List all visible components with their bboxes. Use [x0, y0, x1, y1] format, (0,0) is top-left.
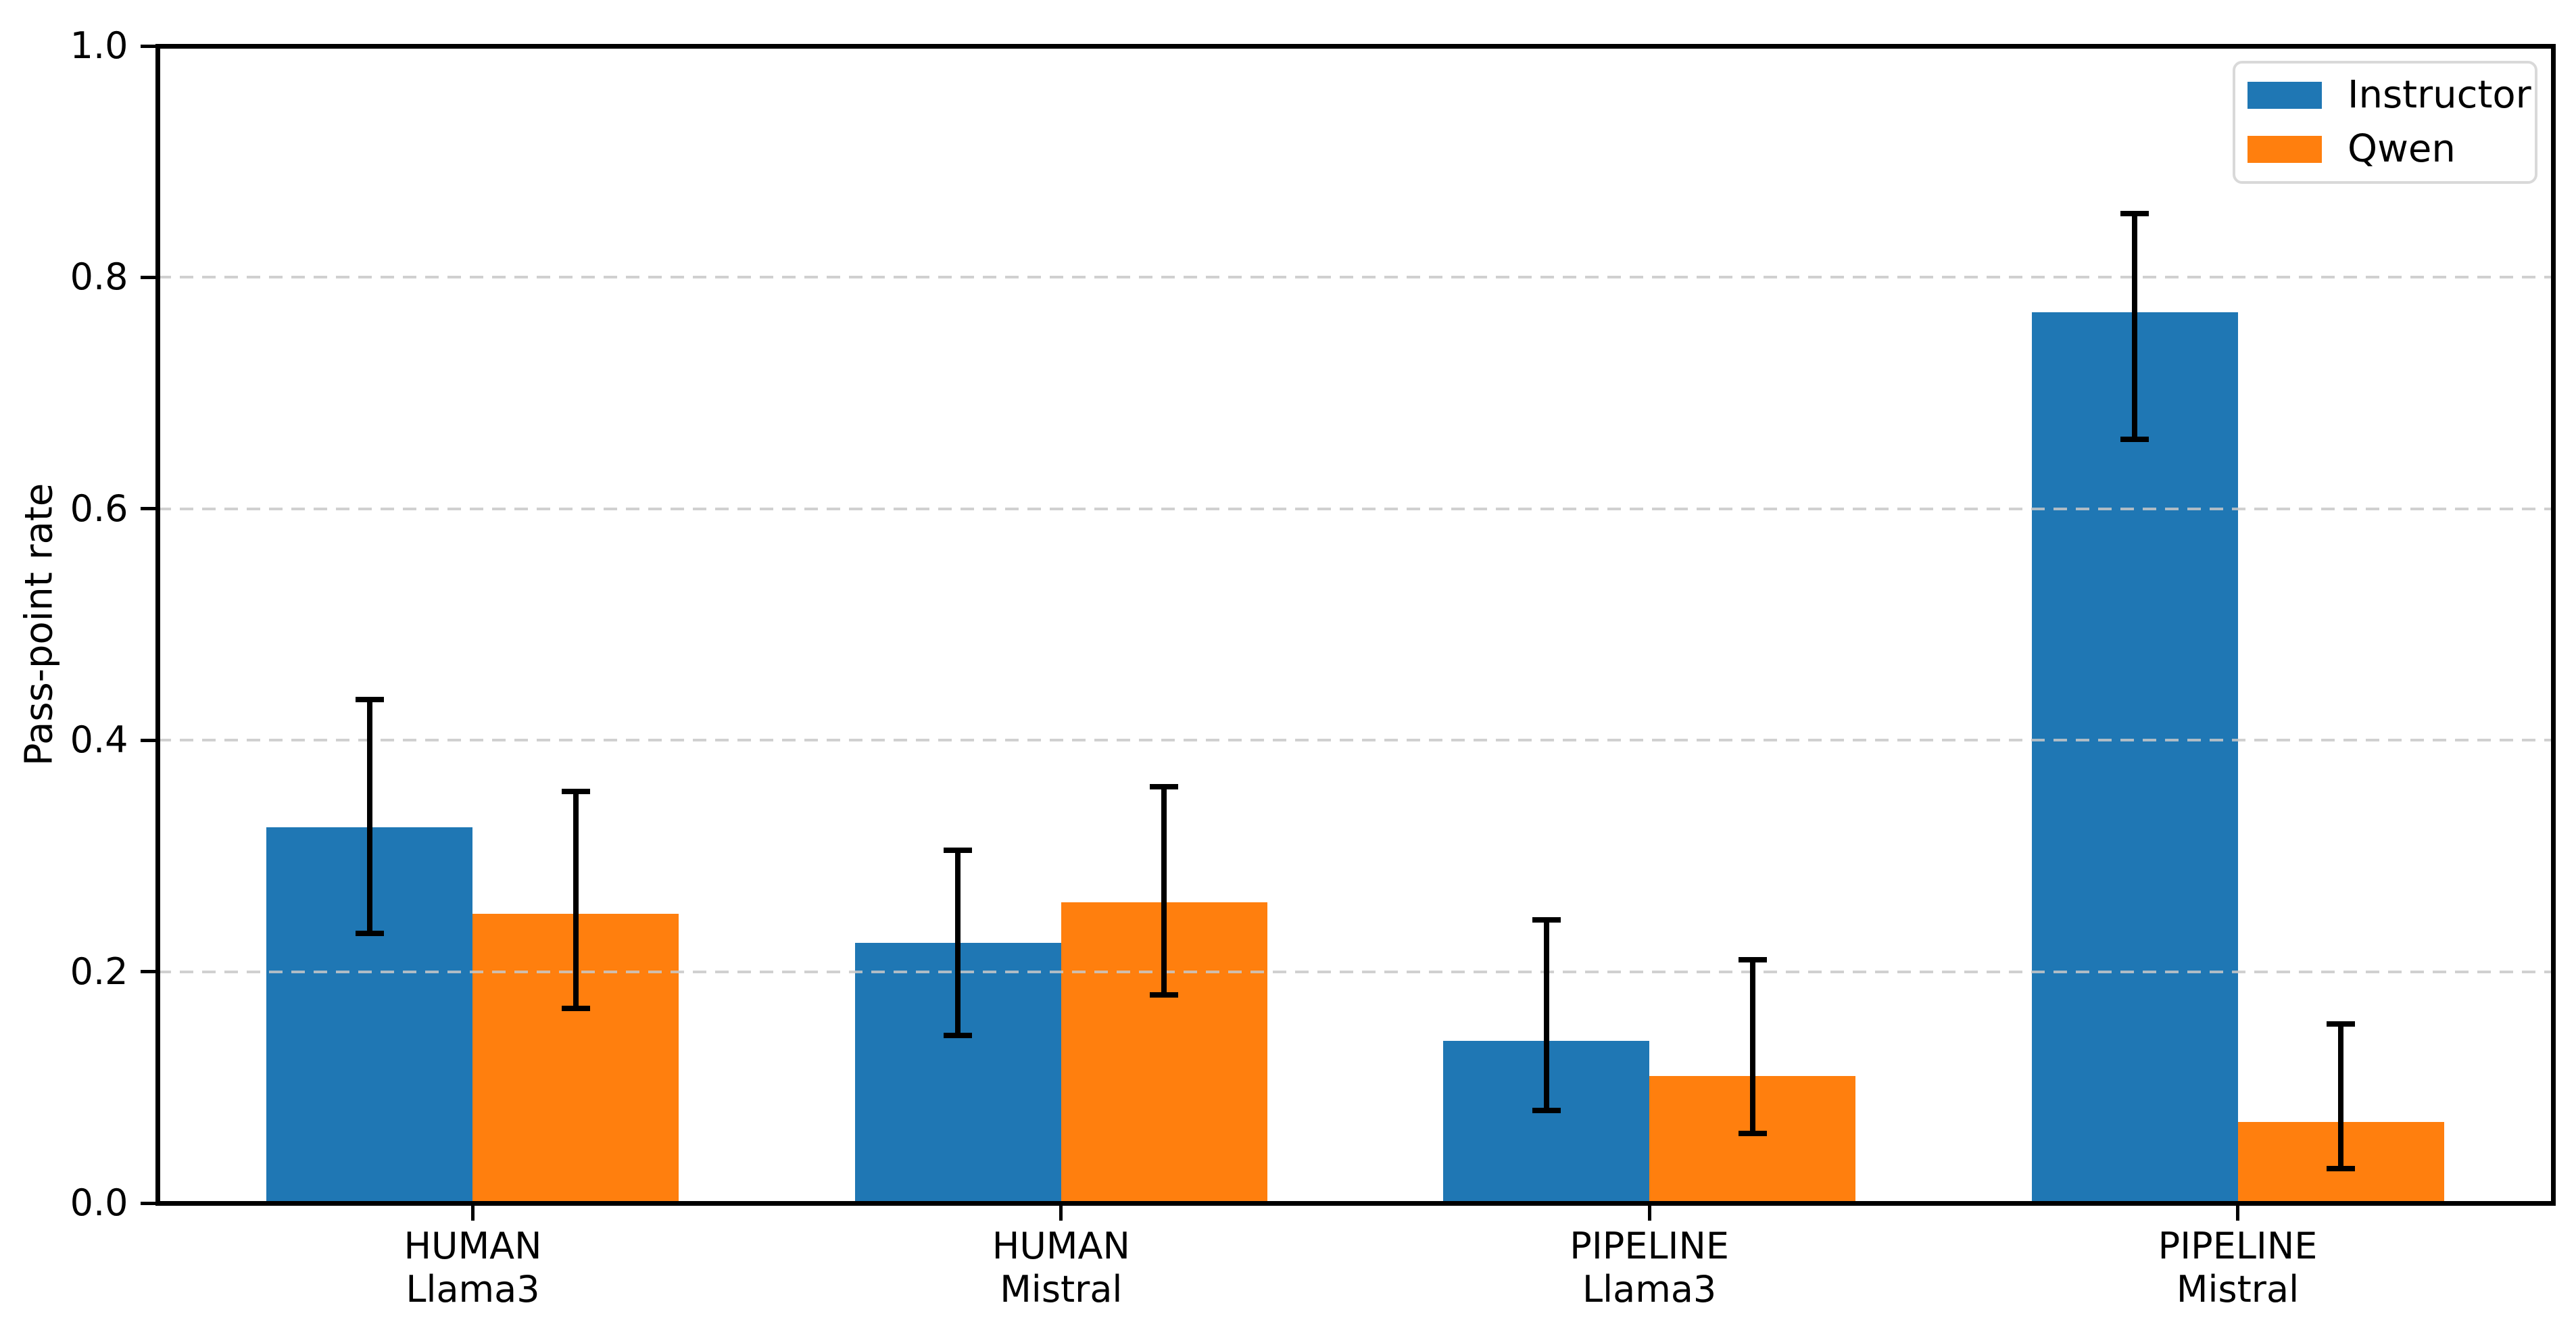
error-cap-top [1150, 783, 1179, 789]
legend-label-instructor: Instructor [2348, 73, 2531, 117]
error-cap-top [1532, 916, 1561, 923]
x-tick [1059, 1205, 1063, 1221]
x-tick-label-3: PIPELINE Llama3 [1570, 1225, 1729, 1311]
y-tick-label: 0.4 [70, 718, 128, 762]
error-cap-top [2120, 211, 2149, 217]
y-tick-label: 0.8 [70, 255, 128, 299]
x-tick-label-4: PIPELINE Mistral [2158, 1225, 2318, 1311]
error-cap-bottom [1738, 1131, 1767, 1137]
error-cap-top [561, 788, 590, 794]
legend-item-instructor: Instructor [2247, 76, 2535, 114]
right-spine [2550, 43, 2556, 1206]
x-axis-line [155, 1200, 2556, 1206]
error-cap-bottom [2327, 1165, 2355, 1171]
x-tick-label-2: HUMAN Mistral [992, 1225, 1130, 1311]
error-cap-bottom [1150, 992, 1179, 998]
legend: Instructor Qwen [2233, 61, 2537, 184]
legend-item-qwen: Qwen [2247, 130, 2535, 168]
error-bar-instructor-4 [2132, 214, 2137, 440]
gridline-0.8 [157, 276, 2553, 279]
gridline-0.4 [157, 739, 2553, 742]
error-bar-qwen-2 [1161, 786, 1167, 995]
error-cap-top [355, 697, 384, 703]
y-tick-label: 0.0 [70, 1181, 128, 1224]
legend-swatch-qwen [2247, 136, 2322, 163]
bar-instructor-4 [2031, 312, 2238, 1203]
y-tick [140, 1201, 155, 1205]
y-tick [140, 44, 155, 48]
x-tick [1647, 1205, 1651, 1221]
error-bar-instructor-1 [366, 700, 372, 934]
x-tick [470, 1205, 475, 1221]
error-cap-bottom [944, 1032, 973, 1038]
y-tick [140, 970, 155, 974]
legend-swatch-instructor [2247, 82, 2322, 109]
error-cap-bottom [1532, 1108, 1561, 1114]
error-cap-top [944, 847, 973, 853]
error-cap-bottom [2120, 437, 2149, 443]
error-bar-qwen-3 [1749, 960, 1755, 1134]
error-bar-qwen-4 [2338, 1023, 2343, 1169]
error-cap-bottom [355, 931, 384, 937]
error-cap-bottom [561, 1006, 590, 1012]
legend-label-qwen: Qwen [2348, 127, 2456, 171]
y-tick-label: 1.0 [70, 24, 128, 67]
x-tick [2236, 1205, 2239, 1221]
gridline-0.6 [157, 507, 2553, 510]
y-tick-label: 0.2 [70, 950, 128, 993]
error-bar-instructor-3 [1543, 919, 1549, 1111]
error-bar-instructor-2 [955, 850, 961, 1035]
error-cap-top [2327, 1021, 2355, 1027]
y-tick [140, 738, 155, 742]
y-tick [140, 275, 155, 279]
y-tick-label: 0.6 [70, 487, 128, 530]
x-tick-label-1: HUMAN Llama3 [404, 1225, 542, 1311]
top-spine [155, 43, 2556, 49]
error-cap-top [1738, 957, 1767, 963]
y-tick [140, 507, 155, 511]
error-bar-qwen-1 [573, 791, 579, 1009]
gridline-0.2 [157, 970, 2553, 973]
y-axis-line [155, 43, 160, 1206]
